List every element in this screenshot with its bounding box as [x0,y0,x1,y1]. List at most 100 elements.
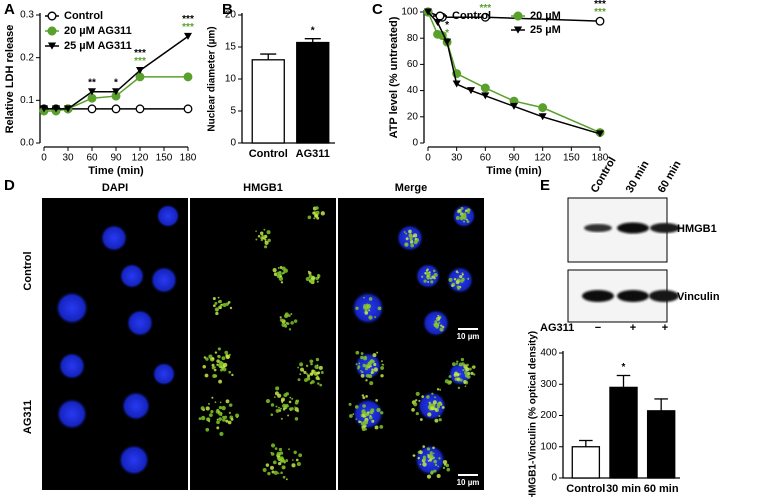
marker [433,18,442,26]
speckle [360,374,365,378]
speckle [446,467,451,472]
marker [183,104,193,114]
speckle [317,382,320,385]
speckle [288,328,292,331]
speckle [255,238,258,241]
speckle [466,220,470,223]
speckle [358,420,361,424]
speckle [423,458,427,462]
speckle [227,420,232,425]
speckle [436,402,441,407]
speckle [442,459,448,465]
speckle [308,271,312,275]
speckle [467,208,471,212]
row-header: Control [22,251,34,290]
speckle [293,319,298,323]
speckle [297,378,301,382]
speckle [279,316,282,319]
nucleus [156,204,180,228]
speckle [460,357,465,362]
speckle [260,239,263,242]
marker [184,32,192,40]
speckle [456,377,460,381]
significance: * [445,20,449,31]
significance: *** [594,7,606,18]
marker [538,103,548,113]
significance: *** [594,0,606,10]
lane-label: 60 min [656,159,684,195]
speckle [264,245,268,249]
speckle [281,397,286,402]
y-tick-label: 20 [407,111,419,122]
speckle [306,372,308,375]
speckle [426,447,431,451]
speckle [315,206,319,210]
western-blot [567,197,680,323]
marker [510,102,518,110]
speckle [460,279,464,283]
speckle [285,478,288,481]
speckle [368,374,373,379]
speckle [368,315,373,320]
speckle [454,371,458,376]
bar [251,59,285,144]
speckle [447,380,452,385]
speckle [217,347,221,351]
speckle [438,418,442,422]
speckle [433,469,437,473]
speckle [421,395,425,399]
speckle [362,396,366,400]
speckle [455,362,458,365]
x-axis-label: Time (min) [88,165,144,177]
speckle [422,462,427,467]
speckle [305,364,309,368]
nucleus [58,352,86,380]
speckle [280,281,284,284]
speckle [467,371,471,376]
speckle [214,301,218,305]
speckle [285,459,289,463]
speckle [198,417,202,421]
speckle [367,412,369,414]
speckle [410,243,415,248]
bar [571,446,601,479]
speckle [206,417,211,422]
y-axis-label: Nuclear diameter (µm) [207,26,218,131]
speckle [316,280,319,283]
speckle [366,306,370,310]
x-tick-label: 0 [425,153,431,164]
marker [435,11,445,21]
marker [111,104,121,114]
speckle [370,408,375,413]
speckle [260,237,263,239]
nucleus [56,398,88,430]
speckle [365,367,368,371]
speckle [282,271,286,274]
row-header: AG311 [22,400,34,434]
band [584,224,612,232]
x-tick-label: 120 [534,153,551,164]
speckle [431,392,434,395]
speckle [211,396,214,399]
speckle [355,418,358,420]
speckle [221,405,226,411]
microscopy: 10 µm 10 µm [42,198,484,490]
speckle [419,450,423,455]
speckle [352,413,355,415]
marker [514,26,522,34]
speckle [213,368,217,372]
marker [135,72,145,82]
nucleus [152,362,176,386]
speckle [364,420,369,425]
speckle [276,271,279,274]
significance: * [622,362,626,373]
y-tick-label: 300 [540,379,557,390]
speckle [457,386,461,390]
speckle [283,393,288,398]
nucleus [126,309,154,337]
speckle [269,465,274,470]
speckle [202,365,206,369]
y-tick-label: 0.1 [20,95,34,106]
scale-bar-label: 10 µm [457,332,480,341]
speckle [291,459,294,461]
